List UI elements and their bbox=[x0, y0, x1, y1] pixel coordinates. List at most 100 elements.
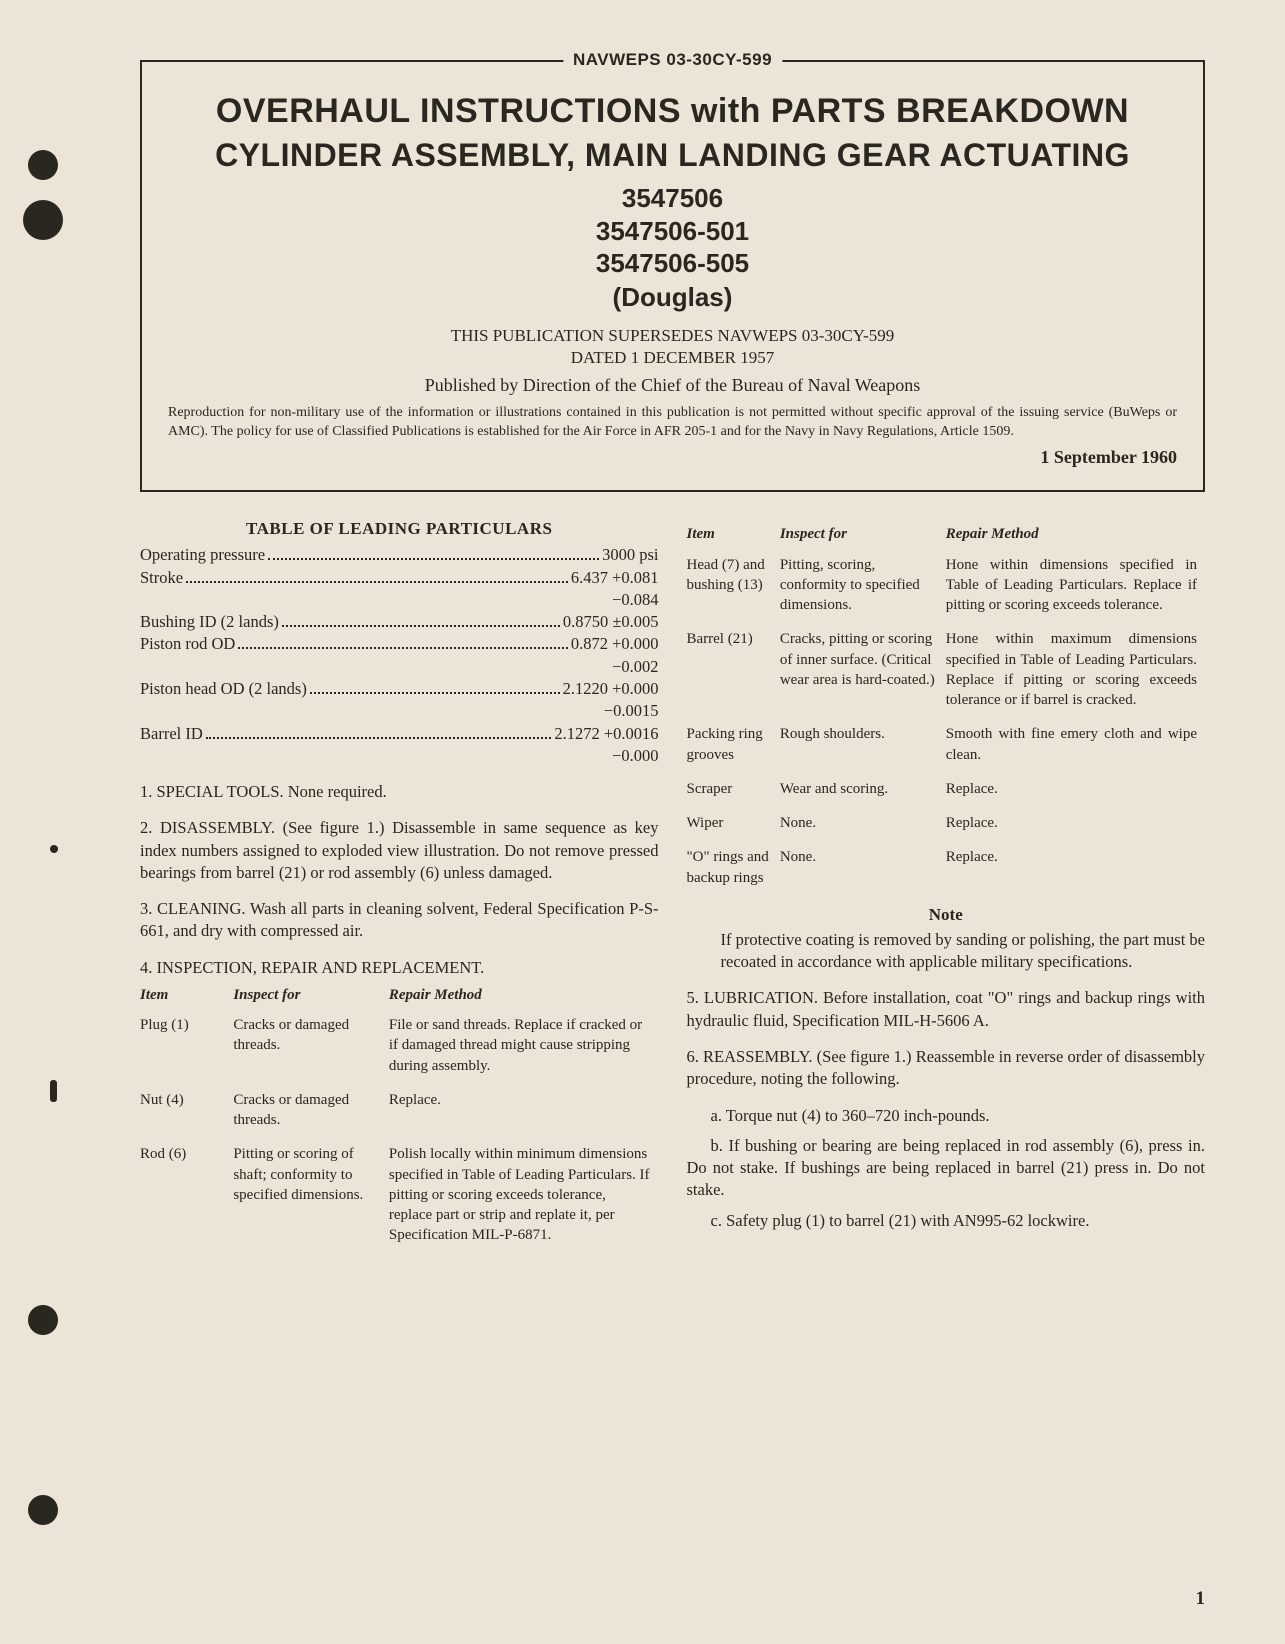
table-row: Nut (4)Cracks or damaged threads.Replace… bbox=[140, 1086, 659, 1141]
leader-dots bbox=[186, 569, 568, 583]
para-disassembly: 2. DISASSEMBLY. (See figure 1.) Disassem… bbox=[140, 817, 659, 884]
tlp-tolerance: −0.002 bbox=[140, 656, 659, 678]
tlp-value: 2.1220 +0.000 bbox=[563, 678, 659, 700]
cell-inspect: Rough shoulders. bbox=[780, 720, 946, 775]
th-inspect: Inspect for bbox=[780, 522, 946, 550]
page-number: 1 bbox=[1196, 1588, 1206, 1610]
cell-repair: Replace. bbox=[389, 1086, 659, 1141]
th-item: Item bbox=[687, 522, 780, 550]
inspection-table-left: Item Inspect for Repair Method Plug (1)C… bbox=[140, 983, 659, 1256]
punch-hole bbox=[23, 200, 63, 240]
tlp-tolerance: −0.0015 bbox=[140, 700, 659, 722]
part-number: 3547506-501 bbox=[168, 215, 1177, 248]
tlp-label: Piston rod OD bbox=[140, 633, 235, 655]
page: NAVWEPS 03-30CY-599 OVERHAUL INSTRUCTION… bbox=[0, 0, 1285, 1644]
part-numbers: 3547506 3547506-501 3547506-505 bbox=[168, 182, 1177, 280]
tlp-label: Stroke bbox=[140, 567, 183, 589]
title-line-2: CYLINDER ASSEMBLY, MAIN LANDING GEAR ACT… bbox=[168, 137, 1177, 174]
title-part-b: with bbox=[691, 92, 761, 130]
para-lubrication: 5. LUBRICATION. Before installation, coa… bbox=[687, 987, 1206, 1032]
tlp-row: Barrel ID 2.1272 +0.0016 bbox=[140, 723, 659, 745]
cell-inspect: Pitting, scoring, conformity to specifie… bbox=[780, 551, 946, 626]
title-line-1: OVERHAUL INSTRUCTIONS with PARTS BREAKDO… bbox=[168, 92, 1177, 131]
header-box: NAVWEPS 03-30CY-599 OVERHAUL INSTRUCTION… bbox=[140, 60, 1205, 492]
cell-item: Nut (4) bbox=[140, 1086, 233, 1141]
supersedes-line: DATED 1 DECEMBER 1957 bbox=[168, 347, 1177, 369]
supersedes: THIS PUBLICATION SUPERSEDES NAVWEPS 03-3… bbox=[168, 325, 1177, 369]
note-heading: Note bbox=[687, 904, 1206, 927]
manufacturer: (Douglas) bbox=[168, 282, 1177, 313]
reproduction-note: Reproduction for non-military use of the… bbox=[168, 404, 1177, 442]
right-column: Item Inspect for Repair Method Head (7) … bbox=[687, 518, 1206, 1255]
cell-inspect: Pitting or scoring of shaft; conformity … bbox=[233, 1140, 389, 1255]
tlp-title: TABLE OF LEADING PARTICULARS bbox=[140, 518, 659, 541]
tlp-tolerance: −0.000 bbox=[140, 745, 659, 767]
tlp-row: Bushing ID (2 lands)0.8750 ±0.005 bbox=[140, 611, 659, 633]
cell-inspect: None. bbox=[780, 809, 946, 843]
th-item: Item bbox=[140, 983, 233, 1011]
inspection-table-right: Item Inspect for Repair Method Head (7) … bbox=[687, 522, 1206, 898]
leader-dots bbox=[238, 636, 567, 650]
cell-repair: Replace. bbox=[946, 809, 1205, 843]
punch-hole bbox=[50, 845, 58, 853]
cell-inspect: Cracks, pitting or scoring of inner surf… bbox=[780, 625, 946, 720]
para-inspection: 4. INSPECTION, REPAIR AND REPLACEMENT. bbox=[140, 957, 659, 979]
cell-item: "O" rings and backup rings bbox=[687, 843, 780, 898]
cell-inspect: Cracks or damaged threads. bbox=[233, 1086, 389, 1141]
table-row: Rod (6)Pitting or scoring of shaft; conf… bbox=[140, 1140, 659, 1255]
th-repair: Repair Method bbox=[946, 522, 1205, 550]
cell-repair: Hone within maximum dimensions specified… bbox=[946, 625, 1205, 720]
cell-repair: Smooth with fine emery cloth and wipe cl… bbox=[946, 720, 1205, 775]
tlp-row: Stroke 6.437 +0.081 bbox=[140, 567, 659, 589]
tlp-label: Barrel ID bbox=[140, 723, 203, 745]
table-row: Plug (1)Cracks or damaged threads.File o… bbox=[140, 1011, 659, 1086]
published-by: Published by Direction of the Chief of t… bbox=[168, 375, 1177, 396]
punch-hole bbox=[28, 150, 58, 180]
part-number: 3547506-505 bbox=[168, 247, 1177, 280]
sub-a: a. Torque nut (4) to 360–720 inch-pounds… bbox=[687, 1105, 1206, 1127]
cell-item: Plug (1) bbox=[140, 1011, 233, 1086]
table-row: Barrel (21)Cracks, pitting or scoring of… bbox=[687, 625, 1206, 720]
tlp-value: 0.872 +0.000 bbox=[571, 633, 659, 655]
cell-repair: Polish locally within minimum dimensions… bbox=[389, 1140, 659, 1255]
supersedes-line: THIS PUBLICATION SUPERSEDES NAVWEPS 03-3… bbox=[168, 325, 1177, 347]
punch-hole bbox=[28, 1495, 58, 1525]
part-number: 3547506 bbox=[168, 182, 1177, 215]
leader-dots bbox=[268, 547, 599, 561]
cell-repair: Hone within dimensions specified in Tabl… bbox=[946, 551, 1205, 626]
para-cleaning: 3. CLEANING. Wash all parts in cleaning … bbox=[140, 898, 659, 943]
cell-item: Barrel (21) bbox=[687, 625, 780, 720]
table-row: WiperNone.Replace. bbox=[687, 809, 1206, 843]
para-reassembly: 6. REASSEMBLY. (See figure 1.) Reassembl… bbox=[687, 1046, 1206, 1091]
tlp-block: Operating pressure3000 psiStroke 6.437 +0… bbox=[140, 544, 659, 767]
tlp-row: Piston head OD (2 lands)2.1220 +0.000 bbox=[140, 678, 659, 700]
cell-item: Packing ring grooves bbox=[687, 720, 780, 775]
cell-inspect: Cracks or damaged threads. bbox=[233, 1011, 389, 1086]
para-special-tools: 1. SPECIAL TOOLS. None required. bbox=[140, 781, 659, 803]
tlp-value: 3000 psi bbox=[602, 544, 658, 566]
table-row: Head (7) and bushing (13)Pitting, scorin… bbox=[687, 551, 1206, 626]
doc-code: NAVWEPS 03-30CY-599 bbox=[563, 50, 782, 70]
leader-dots bbox=[310, 680, 560, 694]
sub-c: c. Safety plug (1) to barrel (21) with A… bbox=[687, 1210, 1206, 1232]
tlp-value: 0.8750 ±0.005 bbox=[563, 611, 659, 633]
sub-b: b. If bushing or bearing are being repla… bbox=[687, 1135, 1206, 1202]
tlp-row: Piston rod OD 0.872 +0.000 bbox=[140, 633, 659, 655]
th-inspect: Inspect for bbox=[233, 983, 389, 1011]
punch-hole bbox=[28, 1305, 58, 1335]
cell-repair: File or sand threads. Replace if cracked… bbox=[389, 1011, 659, 1086]
tlp-row: Operating pressure3000 psi bbox=[140, 544, 659, 566]
tlp-value: 6.437 +0.081 bbox=[571, 567, 659, 589]
body-columns: TABLE OF LEADING PARTICULARS Operating p… bbox=[140, 518, 1205, 1255]
note-body: If protective coating is removed by sand… bbox=[721, 929, 1206, 974]
cell-repair: Replace. bbox=[946, 775, 1205, 809]
cell-repair: Replace. bbox=[946, 843, 1205, 898]
cell-item: Rod (6) bbox=[140, 1140, 233, 1255]
leader-dots bbox=[206, 725, 552, 739]
publication-date: 1 September 1960 bbox=[168, 447, 1177, 468]
punch-hole bbox=[50, 1080, 57, 1102]
tlp-tolerance: −0.084 bbox=[140, 589, 659, 611]
leader-dots bbox=[282, 614, 560, 628]
table-row: ScraperWear and scoring.Replace. bbox=[687, 775, 1206, 809]
tlp-value: 2.1272 +0.0016 bbox=[554, 723, 658, 745]
